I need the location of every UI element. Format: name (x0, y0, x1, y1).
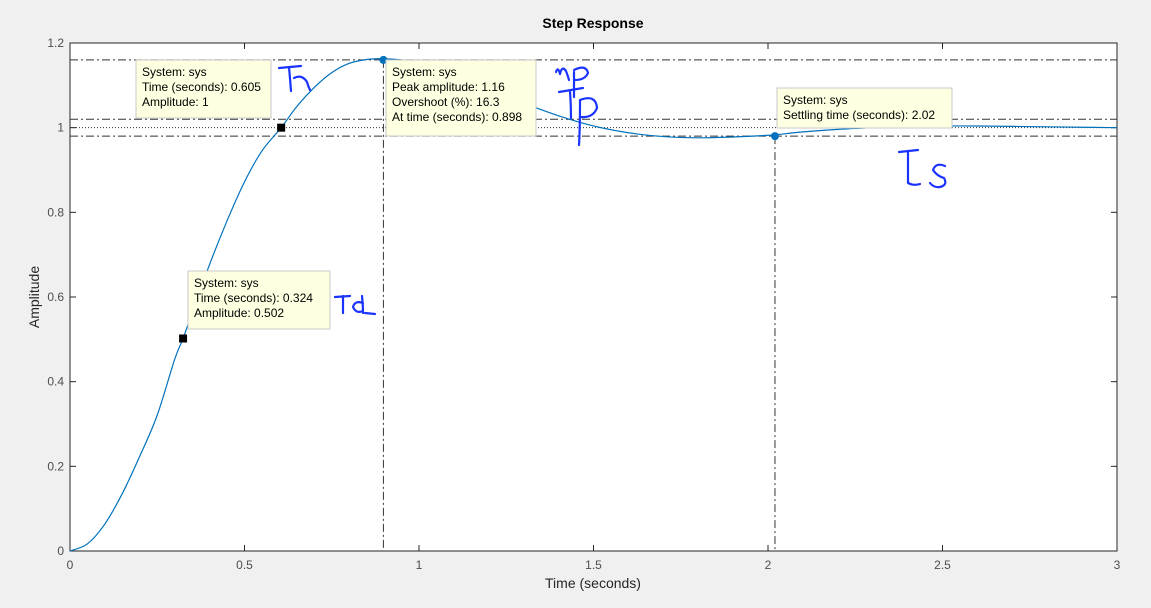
reference-lines (70, 59, 1117, 551)
x-tick-label: 0.5 (236, 558, 253, 572)
datatip-line: Amplitude: 0.502 (194, 306, 284, 320)
datatip-box (135, 59, 272, 119)
characteristic-dot-marker[interactable] (379, 55, 388, 64)
datatip-line: At time (seconds): 0.898 (392, 110, 522, 124)
handwritten-tr: Tr (277, 64, 312, 93)
datatip-line: Time (seconds): 0.324 (194, 291, 313, 305)
x-tick-label: 1.5 (585, 558, 602, 572)
y-tick-label: 0.4 (47, 375, 64, 389)
y-tick-label: 0.2 (47, 459, 64, 473)
datatip-square-marker[interactable] (277, 123, 286, 132)
datatip-box (385, 59, 537, 137)
handwritten-td: Td (333, 294, 377, 316)
datatip-line: Amplitude: 1 (142, 95, 209, 109)
y-tick-label: 0 (57, 544, 64, 558)
datatip-square-marker[interactable] (179, 334, 188, 343)
datatip-line: Overshoot (%): 16.3 (392, 95, 500, 109)
handwritten-ts: Ts (897, 148, 947, 189)
y-axis-label: Amplitude (26, 266, 42, 328)
characteristic-dot-marker[interactable] (770, 132, 779, 141)
handwritten-tp: Tp (557, 86, 599, 147)
y-tick-label: 0.8 (47, 205, 64, 219)
datatip-line: Time (seconds): 0.605 (142, 80, 261, 94)
datatip-line: System: sys (783, 93, 848, 107)
handwritten-annotations: Tr mPTp Ts Td (277, 64, 947, 316)
datatip-line: System: sys (194, 276, 259, 290)
datatip-box (187, 270, 331, 330)
axis-ticks: 0 0.5 1 1.5 2 2.5 3 0 0.2 0.4 0.6 0.8 1 1.2 (47, 36, 1120, 572)
x-tick-label: 3 (1114, 558, 1121, 572)
y-tick-label: 1.2 (47, 36, 64, 50)
handwritten-mp: mP (554, 66, 590, 99)
datatip-box (776, 87, 953, 129)
datatip-line: Settling time (seconds): 2.02 (783, 108, 935, 122)
x-tick-label: 2.5 (934, 558, 951, 572)
x-tick-label: 2 (765, 558, 772, 572)
datatip-line: System: sys (142, 65, 207, 79)
x-tick-label: 0 (67, 558, 74, 572)
datatip-line: System: sys (392, 65, 457, 79)
y-tick-label: 1 (57, 121, 64, 135)
x-tick-label: 1 (416, 558, 423, 572)
y-tick-label: 0.6 (47, 290, 64, 304)
x-axis-label: Time (seconds) (545, 575, 641, 591)
datatip-line: Peak amplitude: 1.16 (392, 80, 505, 94)
markers-group (179, 55, 779, 343)
chart-title: Step Response (542, 15, 643, 31)
